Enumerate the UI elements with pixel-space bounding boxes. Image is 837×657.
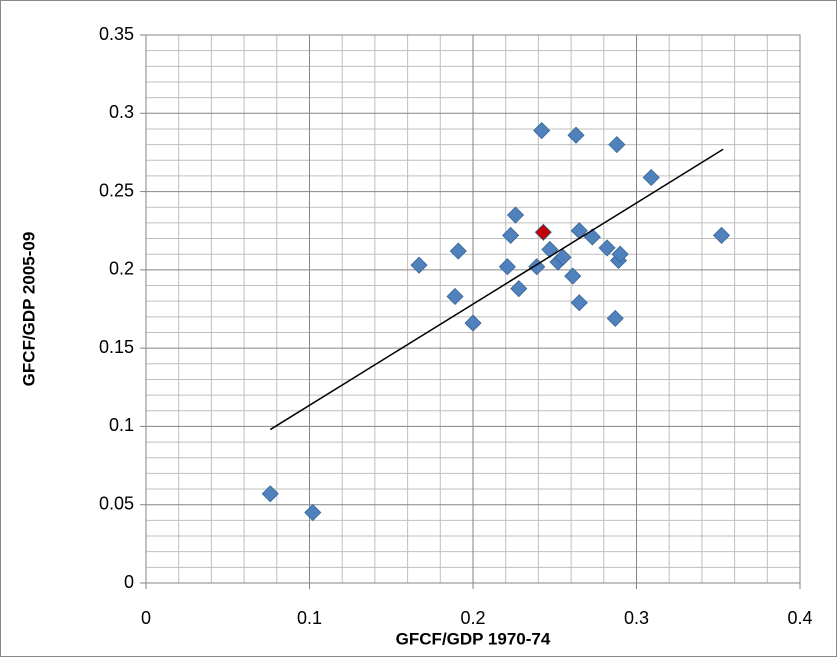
data-point: [502, 226, 520, 244]
data-point: [554, 248, 572, 266]
y-tick-label: 0.25: [99, 180, 134, 200]
trendline: [269, 148, 724, 431]
x-axis-title: GFCF/GDP 1970-74: [396, 629, 551, 648]
data-point: [608, 136, 626, 154]
data-point: [464, 314, 482, 332]
x-tick-label: 0.4: [787, 608, 812, 628]
data-point: [410, 256, 428, 274]
data-point: [598, 239, 616, 257]
data-point: [642, 168, 660, 187]
x-tick-label: 0.2: [460, 608, 485, 628]
plot-frame: [145, 34, 801, 584]
data-point: [534, 223, 552, 241]
y-tick-label: 0.35: [99, 24, 134, 44]
y-tick-label: 0.1: [109, 415, 134, 435]
data-point: [449, 242, 467, 260]
y-tick-label: 0.2: [109, 259, 134, 279]
y-axis-title: GFCF/GDP 2005-09: [19, 232, 38, 387]
data-point: [506, 206, 525, 224]
x-tick-label: 0.3: [624, 608, 649, 628]
data-point: [533, 121, 551, 140]
x-tick-label: 0: [141, 608, 151, 628]
data-point: [567, 126, 585, 144]
data-point: [510, 280, 528, 298]
data-point: [712, 226, 731, 244]
data-point: [498, 258, 516, 276]
y-tick-label: 0: [124, 572, 134, 592]
data-point: [261, 485, 279, 503]
data-point: [564, 267, 582, 285]
y-tick-label: 0.3: [109, 102, 134, 122]
data-point: [606, 309, 624, 327]
y-tick-label: 0.15: [99, 337, 134, 357]
data-point: [304, 503, 322, 522]
data-point: [570, 294, 588, 312]
y-tick-label: 0.05: [99, 493, 134, 513]
x-tick-label: 0.1: [297, 608, 322, 628]
data-point: [541, 240, 559, 259]
data-point: [611, 245, 629, 263]
data-point: [446, 287, 464, 306]
